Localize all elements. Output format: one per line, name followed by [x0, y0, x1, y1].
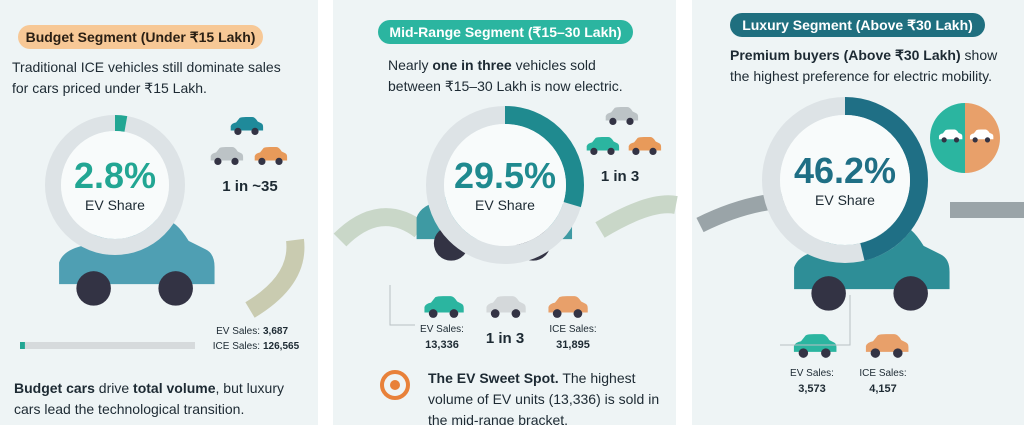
- sales-label: ICE Sales:: [549, 324, 597, 335]
- paragraph: Traditional ICE vehicles still dominate …: [12, 57, 292, 99]
- paragraph: Premium buyers (Above ₹30 Lakh) show the…: [730, 45, 1015, 87]
- sales-value: 4,157: [869, 383, 897, 395]
- text-run: , but luxury cars lead the technological…: [14, 380, 284, 417]
- segment-title: Luxury Segment (Above ₹30 Lakh): [730, 13, 985, 37]
- sales-label: EV Sales:: [790, 368, 834, 379]
- donut-arc: [45, 115, 185, 255]
- text-run: one in three: [432, 57, 512, 73]
- sales-bar: [20, 342, 25, 349]
- text-run: total volume: [133, 380, 216, 396]
- connector: [389, 285, 851, 346]
- ratio: 1 in 3: [600, 168, 640, 185]
- text-run: Nearly: [388, 57, 433, 73]
- sales-label: EV Sales:: [216, 326, 260, 337]
- text-run: show the highest preference for electric…: [730, 47, 998, 84]
- paragraph: The EV Sweet Spot. The highest volume of…: [428, 368, 663, 425]
- text-run: The highest volume of EV units (13,336) …: [428, 370, 660, 425]
- share-caption: EV Share: [815, 192, 875, 208]
- ratio: 1 in 3: [485, 330, 525, 347]
- text-run: Traditional ICE vehicles still dominate …: [12, 59, 281, 96]
- donut-hole: [780, 115, 910, 245]
- share-value: 46.2%: [793, 150, 897, 191]
- paragraph: Budget cars drive total volume, but luxu…: [14, 378, 304, 420]
- road: [245, 238, 305, 318]
- segment-title: Budget Segment (Under ₹15 Lakh): [18, 25, 263, 49]
- share-value: 2.8%: [73, 155, 157, 196]
- sales-label: EV Sales:: [420, 324, 464, 335]
- donut-arc: [426, 106, 584, 264]
- sales-label: ICE Sales:: [859, 368, 907, 379]
- sales-bar: [24, 342, 195, 349]
- sales-value: 3,687: [263, 326, 289, 337]
- target-icon: [380, 370, 410, 400]
- sales-value: 31,895: [556, 339, 590, 351]
- text-run: The EV Sweet Spot.: [428, 370, 559, 386]
- share-value: 29.5%: [453, 155, 557, 196]
- segment-title: Mid-Range Segment (₹15–30 Lakh): [378, 20, 633, 44]
- sales-value: 3,573: [798, 383, 826, 395]
- paragraph: Nearly one in three vehicles sold betwee…: [388, 55, 648, 97]
- share-caption: EV Share: [475, 197, 535, 213]
- text-run: vehicles sold between ₹15–30 Lakh is now…: [388, 57, 623, 94]
- sales-label: ICE Sales:: [212, 341, 260, 352]
- donut-hole: [444, 124, 566, 246]
- text-run: Premium buyers (Above ₹30 Lakh): [730, 47, 961, 63]
- target-icon: [390, 380, 400, 390]
- donut-arc: [762, 97, 928, 263]
- donut-hole: [61, 131, 169, 239]
- text-run: Budget cars: [14, 380, 95, 396]
- text-run: drive: [94, 380, 134, 396]
- share-caption: EV Share: [85, 197, 145, 213]
- sales-value: 126,565: [263, 341, 300, 352]
- sales-value: 13,336: [425, 339, 459, 351]
- ratio: 1 in ~35: [222, 178, 278, 195]
- road: [333, 195, 678, 247]
